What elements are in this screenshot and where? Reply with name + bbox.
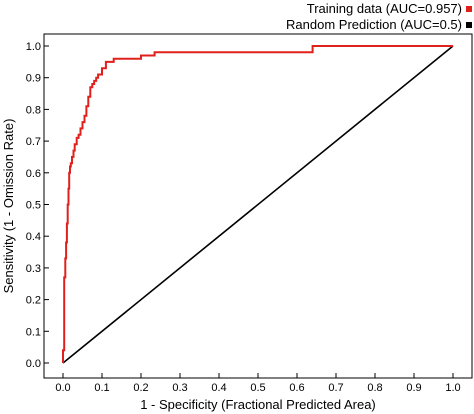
y-tick-label: 0.1 <box>26 326 41 338</box>
legend-swatch-random <box>466 22 472 28</box>
x-tick-label: 0.4 <box>211 382 226 394</box>
y-tick-label: 0.9 <box>26 73 41 85</box>
y-tick-label: 0.7 <box>26 136 41 148</box>
y-tick-label: 0.2 <box>26 295 41 307</box>
x-tick-label: 0.0 <box>55 382 70 394</box>
x-tick-label: 1.0 <box>445 382 460 394</box>
x-tick-label: 0.6 <box>289 382 304 394</box>
legend-label-training: Training data (AUC=0.957) <box>307 1 462 16</box>
x-tick-label: 0.3 <box>172 382 187 394</box>
x-tick-label: 0.8 <box>367 382 382 394</box>
y-axis-ticks: 0.0 0.1 0.2 0.3 0.4 0.5 0.6 0.7 0.8 0.9 1.0 <box>26 41 49 370</box>
y-tick-label: 0.8 <box>26 104 41 116</box>
y-tick-label: 0.3 <box>26 263 41 275</box>
x-tick-label: 0.9 <box>406 382 421 394</box>
x-tick-label: 0.5 <box>250 382 265 394</box>
y-tick-label: 0.4 <box>26 231 41 243</box>
x-tick-label: 0.1 <box>94 382 109 394</box>
legend: Training data (AUC=0.957) Random Predict… <box>286 1 472 32</box>
x-tick-label: 0.7 <box>328 382 343 394</box>
x-axis-ticks: 0.0 0.1 0.2 0.3 0.4 0.5 0.6 0.7 0.8 0.9 1.0 <box>55 373 461 394</box>
series-layer <box>62 45 454 364</box>
x-axis-label: 1 - Specificity (Fractional Predicted Ar… <box>140 397 376 412</box>
training-data-line <box>62 45 453 363</box>
legend-label-random: Random Prediction (AUC=0.5) <box>286 17 462 32</box>
y-axis-label: Sensitivity (1 - Omission Rate) <box>1 119 16 294</box>
y-tick-label: 0.6 <box>26 168 41 180</box>
x-tick-label: 0.2 <box>133 382 148 394</box>
random-prediction-line <box>62 45 454 364</box>
y-tick-label: 0.5 <box>26 200 41 212</box>
y-tick-label: 1.0 <box>26 41 41 53</box>
y-tick-label: 0.0 <box>26 358 41 370</box>
legend-swatch-training <box>466 6 472 12</box>
